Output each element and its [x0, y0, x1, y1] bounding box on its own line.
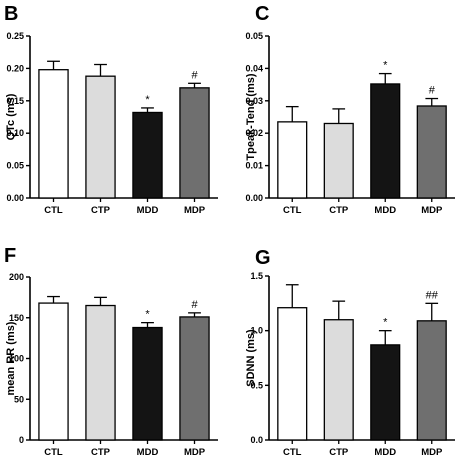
bar: [179, 87, 210, 199]
panel-letter: G: [255, 247, 271, 269]
bar: [277, 121, 308, 199]
bar: [416, 105, 447, 199]
category-label: CTL: [283, 205, 302, 216]
bar: [277, 307, 308, 441]
y-tick-label: 0.15: [6, 96, 24, 106]
bar: [179, 316, 210, 441]
y-tick-label: 150: [9, 313, 24, 323]
significance-marker: #: [429, 85, 436, 97]
y-tick-label: 0.10: [6, 128, 24, 138]
bar: [416, 320, 447, 441]
y-tick-label: 0.02: [245, 128, 263, 138]
y-tick-label: 1.0: [250, 326, 263, 336]
bar: [323, 122, 354, 199]
category-label: CTL: [283, 447, 302, 458]
category-label: MDP: [184, 447, 206, 458]
y-tick-label: 0.25: [6, 31, 24, 41]
category-label: CTP: [91, 447, 111, 458]
category-label: MDP: [421, 447, 443, 458]
y-axis-label: Tpeak-Tend (ms): [245, 73, 257, 161]
bar: [132, 111, 163, 199]
category-label: CTL: [44, 447, 63, 458]
category-label: CTP: [329, 447, 349, 458]
bar: [132, 326, 163, 441]
bar: [38, 302, 69, 441]
panel-letter: B: [4, 3, 18, 25]
category-label: MDP: [421, 205, 443, 216]
panel-letter: C: [255, 3, 269, 25]
significance-marker: *: [145, 94, 150, 106]
panel-g: G SDNN (ms) 0.0 0.5 1.0 1.5 CTL CTP * MDD ## MDP: [245, 247, 455, 458]
category-label: CTP: [91, 205, 111, 216]
y-tick-label: 200: [9, 272, 24, 282]
bar: [323, 319, 354, 441]
panel-letter: F: [4, 245, 16, 267]
category-label: MDD: [137, 205, 159, 216]
category-label: CTL: [44, 205, 63, 216]
category-label: CTP: [329, 205, 349, 216]
significance-marker: *: [145, 309, 150, 321]
y-tick-label: 50: [14, 394, 24, 404]
y-tick-label: 0.0: [250, 435, 263, 445]
bar: [85, 304, 116, 441]
significance-marker: *: [383, 60, 388, 72]
bar: [38, 69, 69, 199]
panel-c: C Tpeak-Tend (ms) 0.00 0.01 0.02 0.03 0.04 0.05…: [245, 3, 455, 216]
significance-marker: #: [191, 299, 198, 311]
y-tick-label: 0.00: [245, 193, 263, 203]
bar: [85, 75, 116, 199]
y-tick-label: 0.05: [245, 31, 263, 41]
y-tick-label: 0.20: [6, 63, 24, 73]
category-label: MDP: [184, 205, 206, 216]
y-tick-label: 0.01: [245, 161, 263, 171]
y-tick-label: 0.5: [250, 380, 263, 390]
y-axis-label: QTc (ms): [5, 93, 17, 140]
y-tick-label: 0: [19, 435, 24, 445]
category-label: MDD: [374, 205, 396, 216]
significance-marker: #: [191, 69, 198, 81]
significance-marker: ##: [426, 289, 439, 301]
category-label: MDD: [137, 447, 159, 458]
y-axis-label: mean RR (ms): [5, 321, 17, 395]
category-label: MDD: [374, 447, 396, 458]
y-tick-label: 1.5: [250, 271, 263, 281]
y-tick-label: 0.04: [245, 63, 263, 73]
y-tick-label: 0.00: [6, 193, 24, 203]
significance-marker: *: [383, 317, 388, 329]
y-axis-label: SDNN (ms): [245, 329, 257, 387]
bar: [370, 344, 401, 441]
panel-b: B QTc (ms) 0.00 0.05 0.10 0.15 0.20 0.25 CTL CTP *…: [4, 3, 218, 216]
y-tick-label: 0.03: [245, 96, 263, 106]
y-tick-label: 100: [9, 354, 24, 364]
bar: [370, 83, 401, 199]
y-tick-label: 0.05: [6, 161, 24, 171]
